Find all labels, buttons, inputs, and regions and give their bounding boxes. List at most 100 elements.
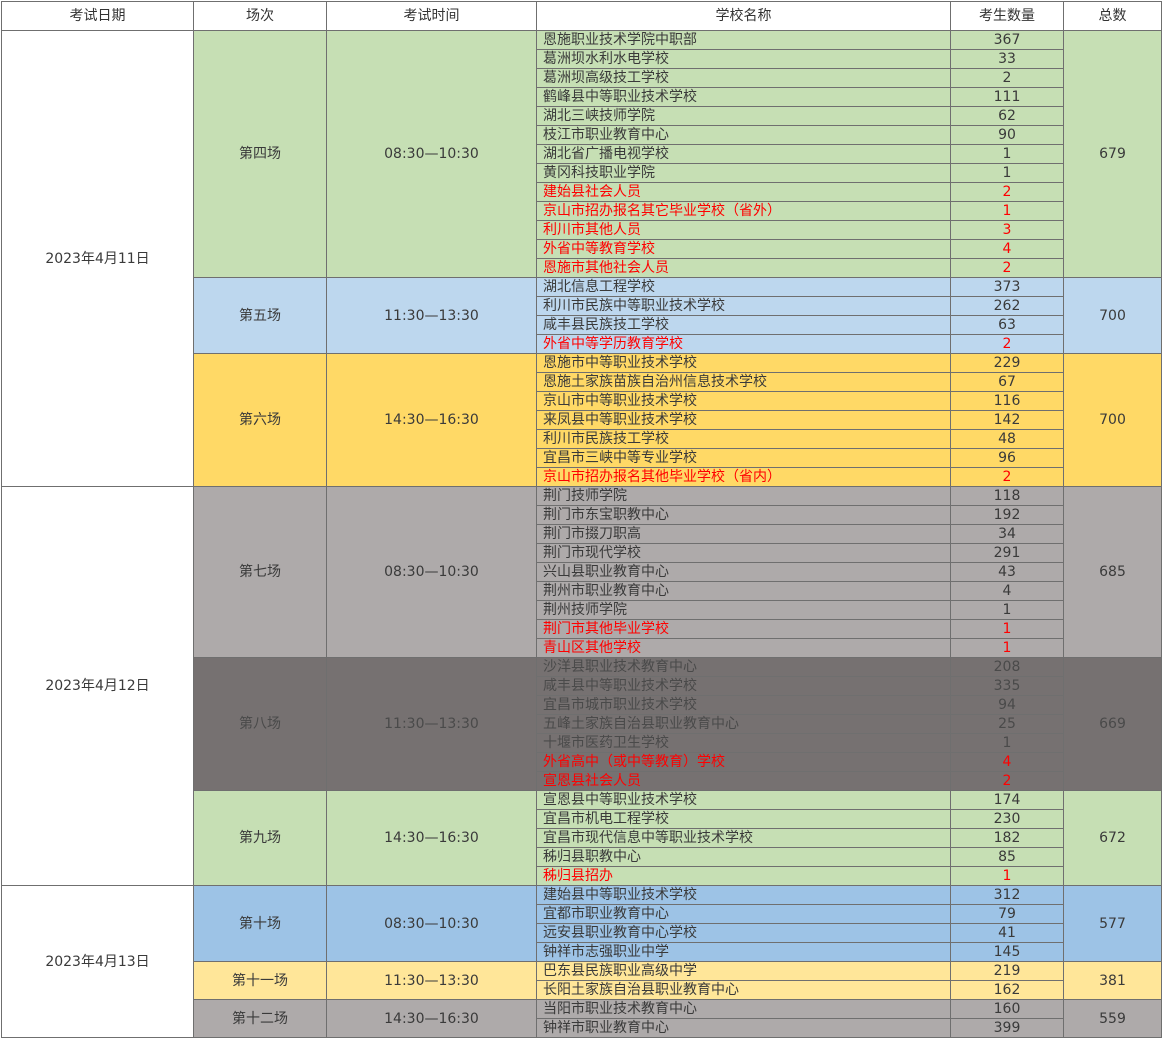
candidate-count-cell: 208 [950,657,1064,677]
table-row: 第六场 14:30—16:30 恩施市中等职业技术学校 229 700 [2,353,1162,487]
table-row: 鹤峰县中等职业技术学校 111 [2,87,1162,107]
candidate-count-cell: 335 [950,676,1064,696]
exam-date-cell: 2023年4月13日 [1,885,194,1038]
candidate-count-cell: 2 [950,334,1064,354]
session-total-cell: 700 [1063,353,1162,487]
candidate-count-cell: 312 [950,885,1064,905]
exam-time-cell: 08:30—10:30 [326,486,537,658]
school-name-cell: 宜昌市机电工程学校 [536,809,951,829]
school-name-cell: 外省中等教育学校 [536,239,951,259]
candidate-count-cell: 62 [950,106,1064,126]
candidate-count-cell: 90 [950,125,1064,145]
candidate-count-cell: 2 [950,467,1064,487]
candidate-count-cell: 1 [950,866,1064,886]
candidate-count-cell: 111 [950,87,1064,107]
candidate-count-cell: 118 [950,486,1064,506]
candidate-count-cell: 33 [950,49,1064,69]
session-name-cell: 第八场 [193,657,327,791]
table-row: 第九场 14:30—16:30 宣恩县中等职业技术学校 174 672 [2,790,1162,886]
candidate-count-cell: 1 [950,163,1064,183]
table-row: 宜昌市机电工程学校 230 [2,809,1162,829]
school-name-cell: 长阳土家族自治县职业教育中心 [536,980,951,1000]
school-name-cell: 恩施市其他社会人员 [536,258,951,278]
table-row: 宜都市职业教育中心 79 [2,904,1162,924]
table-row: 建始县社会人员 2 [2,182,1162,202]
table-row: 宣恩县社会人员 2 [2,771,1162,791]
session-total-cell: 381 [1063,961,1162,1000]
exam-schedule-table: 考试日期 场次 考试时间 学校名称 考生数量 总数 2023年4月11日 第四场 0… [1,1,1162,1038]
school-name-cell: 荆门市其他毕业学校 [536,619,951,639]
school-name-cell: 湖北信息工程学校 [536,277,951,297]
session-name-cell: 第五场 [193,277,327,354]
exam-time-cell: 11:30—13:30 [326,961,537,1000]
session-total-cell: 679 [1063,30,1162,278]
candidate-count-cell: 145 [950,942,1064,962]
candidate-count-cell: 262 [950,296,1064,316]
exam-time-cell: 11:30—13:30 [326,657,537,791]
school-name-cell: 十堰市医药卫生学校 [536,733,951,753]
table-row: 来凤县中等职业技术学校 142 [2,410,1162,430]
table-row: 利川市民族中等职业技术学校 262 [2,296,1162,316]
candidate-count-cell: 174 [950,790,1064,810]
candidate-count-cell: 1 [950,733,1064,753]
table-row: 湖北省广播电视学校 1 [2,144,1162,164]
school-name-cell: 宜昌市现代信息中等职业技术学校 [536,828,951,848]
table-row: 2023年4月12日 第七场 08:30—10:30 荆门技师学院 118 685 [1,486,1162,886]
table-row: 荆门市掇刀职高 34 [2,524,1162,544]
table-body: 2023年4月11日 第四场 08:30—10:30 恩施职业技术学院中职部 367 67… [1,30,1162,1038]
candidate-count-cell: 1 [950,144,1064,164]
exam-date-cell: 2023年4月11日 [1,30,194,487]
exam-time-cell: 14:30—16:30 [326,790,537,886]
session-total-cell: 672 [1063,790,1162,886]
school-name-cell: 宜昌市三峡中等专业学校 [536,448,951,468]
table-row: 长阳土家族自治县职业教育中心 162 [2,980,1162,1000]
school-name-cell: 宣恩县社会人员 [536,771,951,791]
school-name-cell: 巴东县民族职业高级中学 [536,961,951,981]
school-name-cell: 荆门市现代学校 [536,543,951,563]
table-row: 第十一场 11:30—13:30 巴东县民族职业高级中学 219 381 [2,961,1162,1000]
header-candidate-count: 考生数量 [950,1,1064,31]
candidate-count-cell: 94 [950,695,1064,715]
school-name-cell: 沙洋县职业技术教育中心 [536,657,951,677]
candidate-count-cell: 1 [950,638,1064,658]
candidate-count-cell: 160 [950,999,1064,1019]
school-name-cell: 湖北三峡技师学院 [536,106,951,126]
candidate-count-cell: 291 [950,543,1064,563]
candidate-count-cell: 367 [950,30,1064,50]
school-name-cell: 秭归县职教中心 [536,847,951,867]
school-name-cell: 建始县社会人员 [536,182,951,202]
table-row: 京山市中等职业技术学校 116 [2,391,1162,411]
table-row: 第十二场 14:30—16:30 当阳市职业技术教育中心 160 559 [2,999,1162,1038]
session-name-cell: 第六场 [193,353,327,487]
candidate-count-cell: 373 [950,277,1064,297]
table-row: 第八场 11:30—13:30 沙洋县职业技术教育中心 208 669 [2,657,1162,791]
candidate-count-cell: 1 [950,600,1064,620]
school-name-cell: 利川市民族技工学校 [536,429,951,449]
table-row: 咸丰县民族技工学校 63 [2,315,1162,335]
school-name-cell: 青山区其他学校 [536,638,951,658]
candidate-count-cell: 1 [950,201,1064,221]
school-name-cell: 京山市招办报名其它毕业学校（省外） [536,201,951,221]
table-row: 荆门市其他毕业学校 1 [2,619,1162,639]
candidate-count-cell: 230 [950,809,1064,829]
school-name-cell: 当阳市职业技术教育中心 [536,999,951,1019]
school-name-cell: 宜都市职业教育中心 [536,904,951,924]
table-row: 京山市招办报名其他毕业学校（省内） 2 [2,467,1162,487]
school-name-cell: 恩施职业技术学院中职部 [536,30,951,50]
exam-time-cell: 08:30—10:30 [326,885,537,962]
school-name-cell: 恩施土家族苗族自治州信息技术学校 [536,372,951,392]
table-row: 黄冈科技职业学院 1 [2,163,1162,183]
table-row: 十堰市医药卫生学校 1 [2,733,1162,753]
school-name-cell: 葛洲坝高级技工学校 [536,68,951,88]
school-name-cell: 五峰土家族自治县职业教育中心 [536,714,951,734]
candidate-count-cell: 4 [950,752,1064,772]
session-name-cell: 第九场 [193,790,327,886]
school-name-cell: 兴山县职业教育中心 [536,562,951,582]
table-row: 秭归县职教中心 85 [2,847,1162,867]
candidate-count-cell: 142 [950,410,1064,430]
header-session: 场次 [193,1,327,31]
school-name-cell: 恩施市中等职业技术学校 [536,353,951,373]
table-row: 外省中等教育学校 4 [2,239,1162,259]
school-name-cell: 利川市民族中等职业技术学校 [536,296,951,316]
table-row: 2023年4月11日 第四场 08:30—10:30 恩施职业技术学院中职部 367 67… [1,30,1162,487]
